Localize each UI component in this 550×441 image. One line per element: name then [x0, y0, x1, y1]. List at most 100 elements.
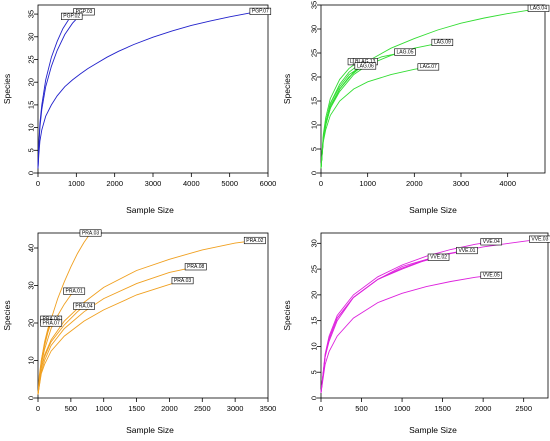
curve-end-label-box [480, 238, 503, 246]
curve-end-label-box [417, 63, 440, 71]
y-tick-label: 20 [310, 73, 319, 81]
curve-end-label-text: PGP.03 [76, 9, 93, 15]
rarefaction-curve [320, 66, 429, 169]
x-tick-label: 0 [319, 179, 323, 188]
y-tick-label: 10 [27, 356, 36, 364]
curve-end-label: VVE.05 [480, 271, 503, 279]
rarefaction-curve [320, 238, 540, 393]
rarefaction-curve [37, 16, 73, 169]
rarefaction-curve [37, 232, 91, 395]
curve-end-label: PGP.07 [249, 7, 272, 15]
curve-end-label: PRA.07 [40, 319, 63, 327]
y-tick-label: 25 [310, 265, 319, 273]
curve-end-label-text: PRA.02 [246, 238, 263, 244]
rarefaction-curve [37, 322, 52, 395]
curve-end-label: PRA.03 [79, 229, 102, 237]
rarefaction-curve [320, 274, 492, 393]
x-tick-label: 3000 [227, 404, 244, 413]
x-tick-label: 3500 [260, 404, 277, 413]
curve-end-label-box [427, 253, 450, 261]
curve-end-label: LAG.06 [354, 62, 377, 70]
y-axis-title: Species [2, 300, 12, 330]
rarefaction-curve [320, 65, 366, 169]
curve-end-label-text: VVE.05 [483, 273, 500, 279]
curve-end-label-box [354, 62, 377, 70]
x-tick-label: 3000 [453, 179, 470, 188]
x-tick-label: 2000 [475, 404, 492, 413]
y-axis-title: Species [2, 74, 12, 104]
curve-end-label-box [60, 12, 83, 20]
y-tick-label: 35 [310, 1, 319, 9]
curve-end-label-text: LAG.04 [530, 6, 547, 12]
y-tick-label: 5 [310, 370, 319, 374]
x-tick-label: 6000 [260, 179, 277, 188]
x-tick-label: 4000 [499, 179, 516, 188]
rarefaction-curve [37, 266, 196, 395]
rarefaction-curve [320, 41, 443, 169]
curve-end-label: PGP.02 [60, 12, 83, 20]
curve-end-label-text: VVE.01 [458, 248, 475, 254]
y-tick-label: 35 [27, 10, 36, 18]
curve-end-label-text: PGP.07 [252, 9, 269, 15]
x-tick-label: 2000 [161, 404, 178, 413]
curve-end-label-text: PRA.03 [82, 230, 99, 236]
curve-end-label-box [79, 229, 102, 237]
x-axis-title: Sample Size [409, 205, 457, 215]
plot-area [37, 232, 269, 399]
curve-end-label-box [431, 38, 454, 46]
rarefaction-curve [320, 241, 492, 393]
curve-end-label-box [243, 236, 266, 245]
plot-area [37, 4, 269, 174]
rarefaction-curve [37, 240, 255, 395]
x-tick-label: 0 [36, 404, 40, 413]
panel-bottom-right: 0 500 1000 1500 2000 2500 0 5 10 15 20 25 30 Sample S… [275, 220, 550, 441]
curve-end-label-box [63, 287, 86, 295]
x-tick-label: 1500 [128, 404, 145, 413]
curve-end-label-text: LAG.05 [397, 49, 414, 55]
rarefaction-curve [37, 290, 75, 395]
curve-end-label-box [171, 277, 194, 285]
x-tick-label: 5000 [221, 179, 238, 188]
curve-end-label: VVE.02 [427, 253, 450, 261]
y-tick-label: 30 [310, 25, 319, 33]
y-tick-label: 0 [310, 171, 319, 175]
x-tick-label: 1500 [434, 404, 451, 413]
curve-end-label-text: BLAG.13 [355, 59, 376, 65]
curve-end-label-box [394, 48, 416, 56]
y-axis-title: Species [282, 300, 292, 330]
curve-end-label-text: PRA.08 [187, 264, 204, 270]
curve-end-label: VVE.04 [480, 238, 503, 246]
x-axis-title: Sample Size [126, 425, 174, 435]
y-tick-label: 0 [27, 396, 36, 400]
curve-end-label-box [480, 271, 503, 279]
curve-end-label: PRA.08 [184, 263, 207, 271]
plot-area [320, 4, 546, 174]
y-tick-label: 30 [310, 239, 319, 247]
curve-end-label-box [249, 7, 272, 15]
x-axis-title: Sample Size [126, 205, 174, 215]
y-tick-label: 15 [310, 97, 319, 105]
curve-end-label-text: VVE.04 [483, 239, 500, 245]
y-tick-label: 0 [310, 396, 319, 400]
rarefaction-curve [320, 61, 359, 169]
x-tick-label: 1000 [394, 404, 411, 413]
curve-end-label-box [40, 319, 63, 327]
y-tick-label: 20 [27, 78, 36, 86]
curve-end-label: VVE.03 [529, 235, 550, 243]
y-tick-label: 25 [26, 55, 35, 63]
y-tick-label: 10 [27, 123, 36, 131]
curve-end-label-text: VVE.02 [430, 255, 447, 261]
curve-end-label-text: LAG.07 [420, 64, 437, 70]
curve-end-label: PRA.01 [63, 287, 86, 295]
curve-end-label: PRA.04 [73, 302, 95, 310]
curve-end-label: LAG.07 [417, 63, 440, 71]
curve-end-label: LAG.04 [527, 4, 550, 12]
chart-bottom-right: 0 500 1000 1500 2000 2500 0 5 10 15 20 25 30 Sample S… [282, 232, 550, 435]
chart-top-left: 0 1000 2000 3000 4000 5000 6000 0 5 10 15 20 25 30 35 S… [2, 4, 277, 215]
panel-bottom-left: 0 500 1000 1500 2000 2500 3000 3500 0 10 20 30 40 Sam… [0, 220, 277, 441]
chart-bottom-left: 0 500 1000 1500 2000 2500 3000 3500 0 10 20 30 40 Sam… [2, 229, 277, 435]
x-axis-title: Sample Size [409, 425, 457, 435]
curve-end-label: LAG.09 [431, 38, 454, 46]
x-tick-label: 0 [319, 404, 323, 413]
chart-top-right: 0 1000 2000 3000 4000 0 5 10 15 20 25 30 35 Sample Si… [282, 1, 550, 215]
